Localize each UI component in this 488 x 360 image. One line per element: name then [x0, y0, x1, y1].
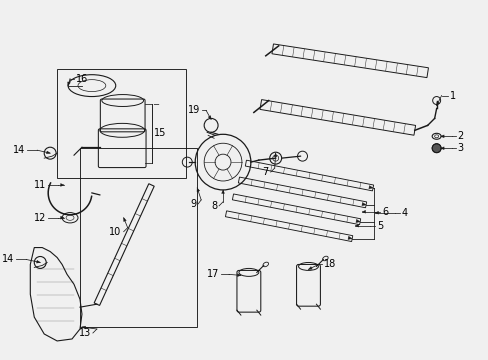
- Text: 10: 10: [109, 227, 122, 237]
- Polygon shape: [440, 135, 443, 138]
- Polygon shape: [440, 147, 443, 150]
- Polygon shape: [46, 151, 50, 154]
- Text: 13: 13: [79, 328, 91, 338]
- Polygon shape: [354, 224, 358, 227]
- Polygon shape: [374, 211, 378, 214]
- Text: 5: 5: [376, 221, 383, 231]
- Text: ─: ─: [153, 99, 158, 108]
- Polygon shape: [197, 188, 199, 192]
- Text: 6: 6: [381, 207, 387, 217]
- Text: 12: 12: [34, 213, 46, 223]
- Text: 19: 19: [187, 105, 200, 116]
- Text: 3: 3: [457, 143, 463, 153]
- Polygon shape: [67, 82, 70, 86]
- Text: 7: 7: [262, 167, 268, 177]
- Text: 2: 2: [457, 131, 463, 141]
- Text: 14: 14: [2, 255, 14, 265]
- Polygon shape: [347, 236, 351, 239]
- Polygon shape: [208, 116, 211, 120]
- Polygon shape: [361, 203, 366, 206]
- Polygon shape: [368, 186, 372, 189]
- Polygon shape: [273, 153, 276, 157]
- Bar: [57, 69, 186, 178]
- Text: 16: 16: [76, 74, 88, 84]
- Polygon shape: [37, 260, 40, 263]
- Text: 14: 14: [13, 145, 25, 155]
- Text: 11: 11: [34, 180, 46, 190]
- Text: 15: 15: [153, 128, 165, 138]
- Polygon shape: [355, 219, 359, 222]
- Text: 1: 1: [448, 91, 455, 100]
- Text: 8: 8: [210, 201, 217, 211]
- Text: 4: 4: [401, 208, 407, 218]
- Circle shape: [431, 144, 440, 153]
- Polygon shape: [61, 184, 64, 186]
- Polygon shape: [221, 190, 224, 193]
- Bar: [80, 148, 197, 327]
- Polygon shape: [237, 274, 241, 276]
- Polygon shape: [436, 102, 439, 105]
- Text: 17: 17: [206, 269, 219, 279]
- Polygon shape: [362, 210, 365, 213]
- Text: 9: 9: [190, 199, 196, 209]
- Text: 18: 18: [324, 260, 336, 269]
- Polygon shape: [123, 218, 126, 221]
- Polygon shape: [308, 267, 311, 269]
- Polygon shape: [82, 326, 85, 329]
- Polygon shape: [61, 216, 64, 219]
